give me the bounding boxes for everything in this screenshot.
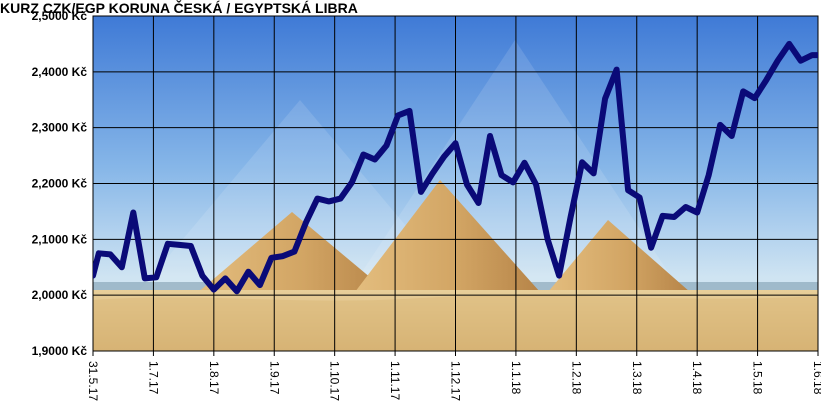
x-axis: 31.5.17 1.7.17 1.8.17 1.9.17 1.10.17 1.11.17 1… [86, 361, 821, 401]
y-tick-label: 2,4000 Kč [32, 65, 88, 79]
y-tick-label: 2,3000 Kč [32, 121, 88, 135]
x-tick-label: 1.8.17 [207, 361, 221, 395]
y-axis: 1,9000 Kč 2,0000 Kč 2,1000 Kč 2,2000 Kč 2,30… [32, 9, 88, 358]
x-tick-label: 1.9.17 [267, 361, 281, 395]
chart-title: KURZ CZK/EGP KORUNA ČESKÁ / EGYPTSKÁ LIB… [0, 0, 358, 16]
x-tick-label: 1.1.18 [509, 361, 523, 395]
y-tick-label: 2,5000 Kč [32, 9, 88, 23]
x-tick-label: 1.10.17 [328, 361, 342, 401]
y-tick-label: 2,1000 Kč [32, 232, 88, 246]
y-tick-label: 2,2000 Kč [32, 177, 88, 191]
y-tick-label: 1,9000 Kč [32, 344, 88, 358]
plot-frame [92, 15, 819, 352]
x-tick-label: 1.11.17 [388, 361, 402, 400]
x-tick-label: 1.4.18 [690, 361, 704, 395]
x-tick-label: 1.5.18 [751, 361, 765, 395]
x-tick-label: 1.6.18 [811, 361, 821, 395]
x-tick-label: 1.12.17 [449, 361, 463, 401]
x-tick-label: 1.3.18 [630, 361, 644, 395]
x-tick-label: 31.5.17 [86, 361, 100, 401]
x-tick-label: 1.2.18 [569, 361, 583, 395]
y-tick-label: 2,0000 Kč [32, 288, 88, 302]
x-tick-label: 1.7.17 [146, 361, 160, 395]
series-line [93, 40, 818, 295]
